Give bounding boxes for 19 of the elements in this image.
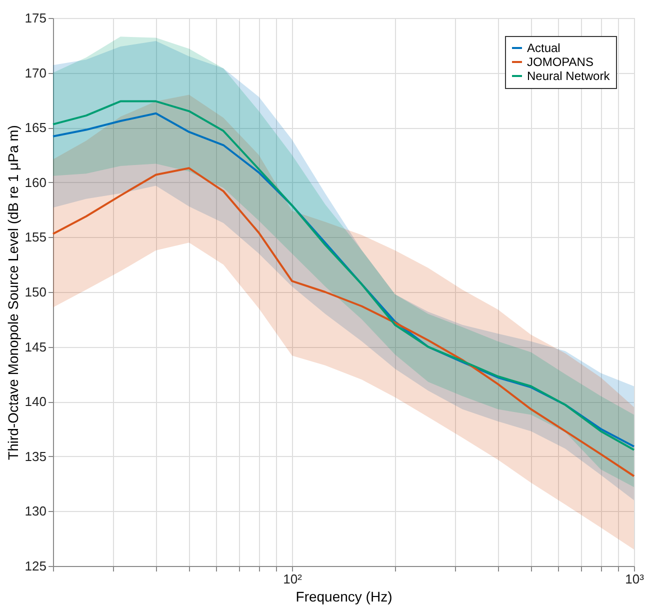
x-axis-title: Frequency (Hz) [296,588,392,604]
y-tick-label: 160 [24,174,46,190]
y-axis-title: Third-Octave Monopole Source Level (dB re 1 μPa m) [4,125,21,460]
y-tick-label: 130 [24,504,46,519]
y-tick-label: 175 [24,10,46,26]
y-tick-label: 145 [24,339,46,354]
line-series [52,167,635,478]
legend-label: JOMOPANS [527,55,594,69]
y-tick-label: 165 [24,120,46,136]
y-tick-label: 140 [24,394,46,410]
legend-label: Actual [527,41,560,55]
y-tick-label: 150 [24,284,46,300]
x-tick-label: 10³ [625,572,645,586]
y-tick-label: 170 [24,65,46,80]
y-tick-label: 125 [24,558,46,574]
x-tick-label: 10² [283,572,303,586]
legend-label: Neural Network [527,69,611,83]
y-tick-label: 155 [24,230,46,245]
y-tick-label: 135 [24,448,46,464]
